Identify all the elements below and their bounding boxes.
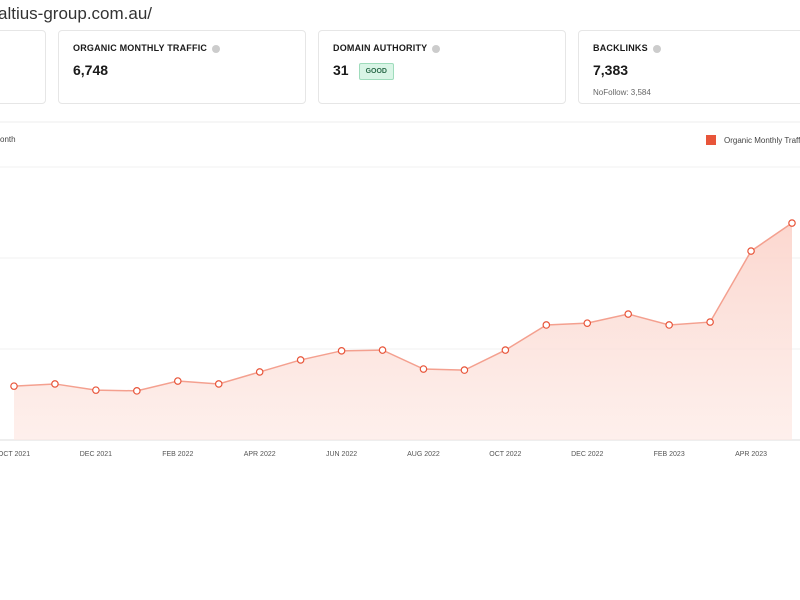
badge: GOOD [358,63,394,80]
area [14,223,792,440]
help-icon[interactable] [212,44,221,53]
point [296,356,305,364]
legend-label: Organic Monthly Traffic [724,136,800,145]
point [788,219,796,227]
card: BACKLINKS 7,383 NoFollow: 3,584 [578,30,800,104]
point [92,386,100,394]
point [337,347,346,355]
card-value: 6,748 [73,62,109,78]
point [10,382,18,390]
point [583,319,592,327]
card [0,30,46,104]
label: BACKLINKS [593,43,648,53]
point [706,318,714,326]
card-value: 7,383 [593,62,629,78]
card: ORGANIC MONTHLY TRAFFIC 6,748 [58,30,306,104]
label: ORGANIC MONTHLY TRAFFIC [73,43,208,53]
point [419,365,428,373]
chart-subtitle: onth [0,135,16,144]
point [255,368,264,376]
line [13,222,793,392]
x-tick-label: AUG 2022 [407,451,440,458]
point [542,321,551,329]
legend-swatch [706,135,716,145]
x-tick-label: OCT 2021 [0,451,30,458]
help-icon[interactable] [432,44,441,53]
card-note: NoFollow: 3,584 [593,88,651,97]
x-tick-label: FEB 2022 [162,451,193,458]
x-tick-label: DEC 2021 [80,451,112,458]
x-tick-label: JUN 2022 [326,451,357,458]
point [747,247,755,255]
url: altius-group.com.au/ [0,4,153,23]
label: DOMAIN AUTHORITY [333,43,428,53]
card-label: DOMAIN AUTHORITY [333,43,551,53]
point [214,380,223,388]
card-label: ORGANIC MONTHLY TRAFFIC [73,43,291,53]
x-tick-label: APR 2022 [244,451,276,458]
x-tick-label: DEC 2022 [571,451,603,458]
point [501,346,510,354]
point [624,310,633,318]
point [460,366,469,374]
x-tick-label: FEB 2023 [654,451,685,458]
point [173,377,182,385]
card-label: BACKLINKS [593,43,800,53]
point [665,321,673,329]
card: DOMAIN AUTHORITY 31 GOOD [318,30,566,104]
point [378,346,387,354]
card-value: 31 [333,62,349,78]
point [51,380,59,388]
x-tick-label: APR 2023 [735,451,767,458]
x-tick-label: OCT 2022 [489,451,521,458]
point [133,387,141,395]
help-icon[interactable] [652,44,661,53]
